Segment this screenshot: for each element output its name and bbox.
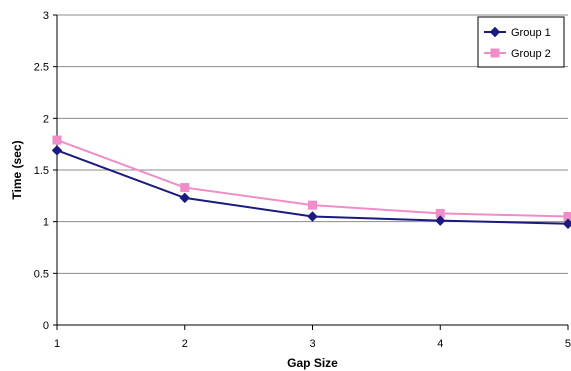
legend-box	[477, 16, 565, 68]
x-tick-label: 3	[309, 338, 315, 350]
x-tick-label: 5	[565, 338, 571, 350]
x-tick-label: 2	[182, 338, 188, 350]
y-tick-label: 1	[43, 217, 49, 229]
legend-item: Group 1	[484, 26, 551, 39]
y-tick-label: 2.5	[34, 62, 49, 74]
series-layer	[51, 135, 571, 229]
data-point	[562, 218, 571, 229]
data-point	[308, 200, 317, 210]
y-axis-title: Time (sec)	[10, 140, 24, 199]
gridlines	[57, 14, 568, 274]
data-point	[51, 145, 63, 156]
y-tick-label: 2	[43, 113, 49, 125]
data-point	[435, 215, 446, 226]
y-tick-label: 0.5	[34, 268, 49, 280]
series-1	[51, 145, 571, 229]
legend-label: Group 1	[511, 27, 551, 39]
legend-item: Group 2	[484, 48, 551, 60]
legend-label: Group 2	[511, 48, 551, 60]
x-axis-title: Gap Size	[287, 356, 338, 370]
y-tick-label: 1.5	[34, 165, 49, 177]
data-point	[307, 211, 318, 222]
x-tick-label: 1	[54, 338, 60, 350]
legend-marker	[489, 26, 501, 38]
data-point	[180, 183, 190, 193]
legend: Group 1 Group 2	[477, 16, 565, 68]
y-tick-label: 3	[43, 10, 49, 22]
y-tick-label: 0	[43, 320, 49, 332]
y-axis-ticks: 0 0.5 1 1.5 2 2.5 3	[34, 10, 57, 332]
x-tick-label: 4	[437, 338, 443, 350]
data-point	[52, 135, 62, 145]
legend-marker	[490, 48, 500, 58]
data-point	[179, 192, 190, 204]
x-axis-ticks: 1 2 3 4 5	[54, 325, 571, 350]
